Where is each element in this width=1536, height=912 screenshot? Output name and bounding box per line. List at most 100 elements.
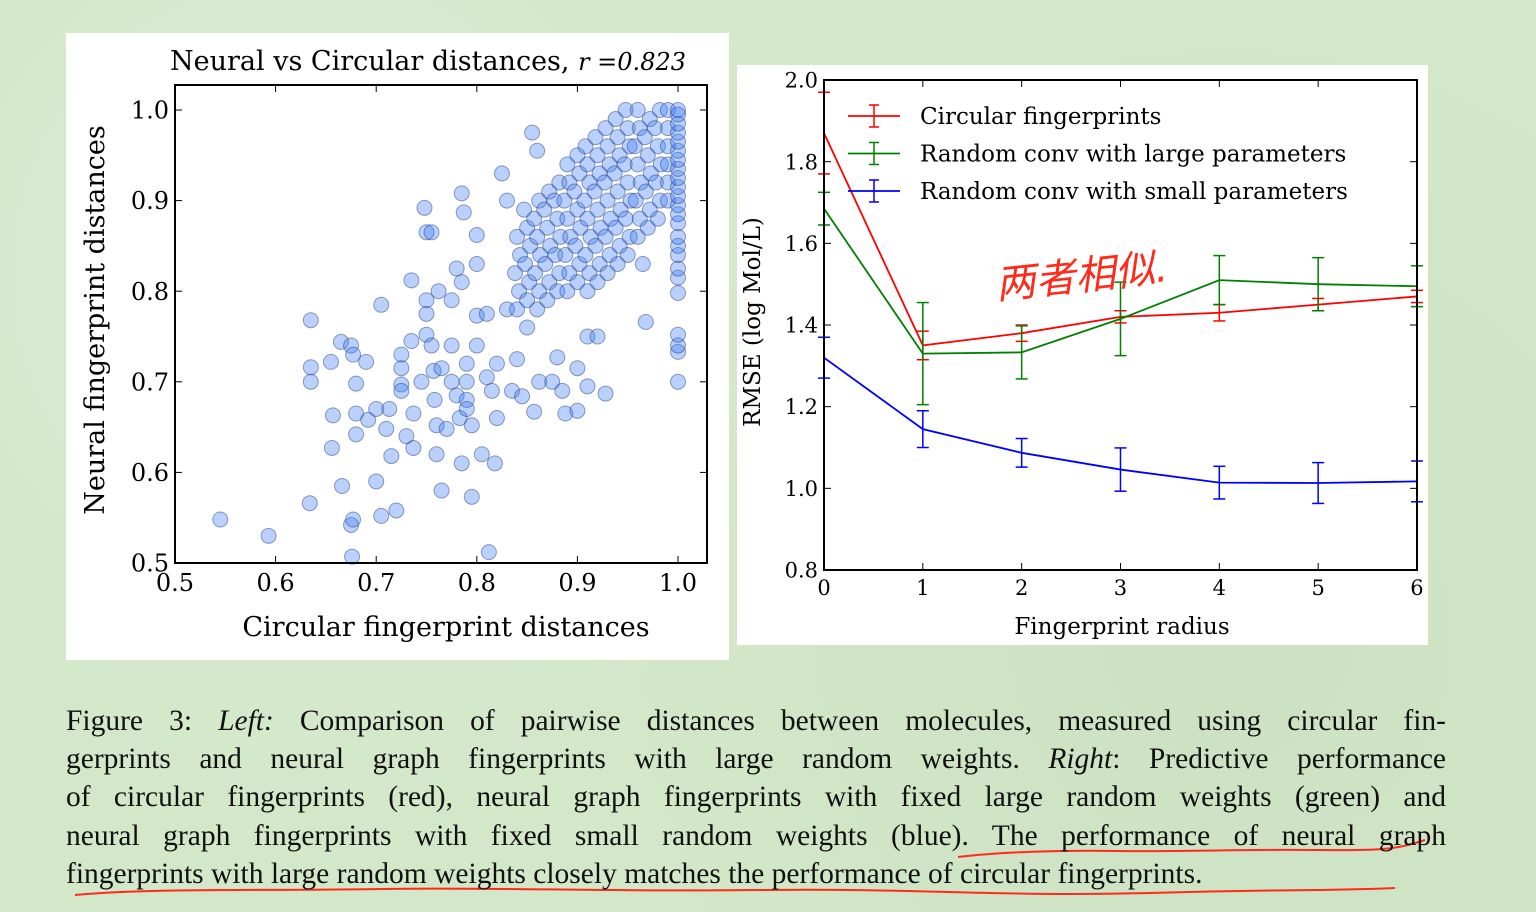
scatter-point	[302, 312, 319, 329]
scatter-point	[549, 349, 566, 366]
scatter-plot: 0.5 0.6 0.7 0.8 0.9 1.0 0.5 0.6 0.7 0.8 0.9 1.0	[131, 84, 708, 597]
scatter-point	[260, 527, 277, 544]
scatter-point	[670, 102, 686, 118]
scatter-point	[619, 120, 636, 137]
scatter-point	[398, 428, 415, 445]
scatter-point	[345, 346, 362, 363]
scatter-point	[549, 210, 566, 227]
scatter-point	[378, 420, 395, 437]
line-y-axis-label: RMSE (log Mol/L)	[740, 217, 766, 427]
scatter-x-tick-label: 0.6	[257, 569, 295, 597]
scatter-point	[576, 192, 593, 209]
scatter-point	[607, 111, 624, 128]
scatter-point	[388, 502, 405, 519]
scatter-point	[606, 165, 623, 182]
scatter-point	[670, 206, 686, 223]
scatter-point	[416, 199, 433, 216]
scatter-point	[405, 405, 422, 422]
scatter-point	[448, 387, 465, 404]
scatter-point	[504, 382, 521, 399]
scatter-x-axis-label: Circular fingerprint distances	[242, 612, 649, 643]
scatter-point	[637, 314, 654, 331]
scatter-point	[301, 495, 318, 512]
scatter-point	[670, 337, 686, 354]
scatter-point	[649, 138, 666, 155]
scatter-point	[670, 237, 686, 254]
scatter-point	[526, 210, 543, 227]
scatter-point	[609, 183, 626, 200]
caption-line: neural graph fingerprints with fixed sma…	[66, 819, 1446, 852]
scatter-point	[659, 102, 676, 118]
scatter-point	[609, 129, 626, 146]
scatter-point	[617, 102, 634, 118]
caption-right-label: Right	[1048, 743, 1113, 776]
scatter-point	[348, 426, 365, 443]
scatter-point	[567, 237, 584, 254]
scatter-point	[589, 328, 606, 345]
scatter-point	[458, 391, 475, 408]
line-y-tick-label: 0.8	[785, 559, 818, 583]
scatter-point	[358, 353, 375, 370]
scatter-point	[571, 256, 588, 273]
scatter-point	[592, 219, 609, 236]
right-figure-panel	[737, 65, 1428, 645]
scatter-point	[541, 183, 558, 200]
scatter-point	[670, 197, 686, 214]
scatter-point	[670, 179, 686, 196]
scatter-point	[607, 219, 624, 236]
scatter-point	[670, 106, 686, 123]
scatter-point	[670, 285, 686, 302]
scatter-point	[517, 256, 534, 273]
line-x-tick-label: 5	[1311, 576, 1324, 600]
scatter-point	[344, 548, 361, 565]
line-x-tick-label: 1	[916, 576, 929, 600]
scatter-point	[601, 156, 618, 173]
scatter-point	[322, 353, 339, 370]
scatter-point	[529, 228, 546, 245]
scatter-point	[451, 410, 468, 427]
scatter-point	[659, 174, 676, 191]
scatter-point	[562, 228, 579, 245]
scatter-point	[631, 120, 648, 137]
scatter-point	[670, 215, 686, 232]
scatter-point	[529, 142, 546, 159]
scatter-point	[637, 183, 654, 200]
scatter-point	[611, 237, 628, 254]
scatter-point	[393, 346, 410, 363]
scatter-point	[670, 246, 686, 263]
scatter-point	[549, 283, 566, 300]
scatter-point	[569, 147, 586, 164]
scatter-point	[468, 307, 485, 324]
scatter-point	[539, 219, 556, 236]
scatter-point	[529, 301, 546, 318]
line-x-axis-label: Fingerprint radius	[1014, 614, 1229, 640]
caption-text: Comparison of pairwise distances between…	[273, 705, 1446, 737]
scatter-point	[612, 201, 629, 218]
caption-text: gerprints and neural graph fingerprints …	[66, 743, 1049, 776]
scatter-point	[559, 210, 576, 227]
scatter-point	[599, 265, 616, 282]
caption-text: : Predictive performance	[1112, 743, 1447, 776]
scatter-point	[569, 274, 586, 291]
scatter-point	[551, 265, 568, 282]
caption-line: of circular fingerprints (red), neural g…	[66, 781, 1446, 814]
scatter-point	[516, 201, 533, 218]
line-y-tick-label: 1.4	[785, 314, 818, 338]
scatter-point	[383, 448, 400, 465]
scatter-point	[581, 174, 598, 191]
scatter-y-tick-label: 0.6	[131, 459, 169, 487]
scatter-point	[569, 402, 586, 419]
scatter-point	[480, 544, 497, 561]
scatter-point	[348, 375, 365, 392]
scatter-point	[670, 160, 686, 177]
scatter-point	[381, 400, 398, 417]
scatter-point	[670, 260, 686, 277]
line-x-tick-label: 3	[1114, 576, 1127, 600]
scatter-point	[486, 455, 503, 472]
scatter-point	[670, 269, 686, 286]
scatter-point	[428, 417, 445, 434]
scatter-point	[639, 147, 656, 164]
caption-text: Figure 3:	[66, 705, 219, 737]
scatter-point	[659, 192, 676, 209]
